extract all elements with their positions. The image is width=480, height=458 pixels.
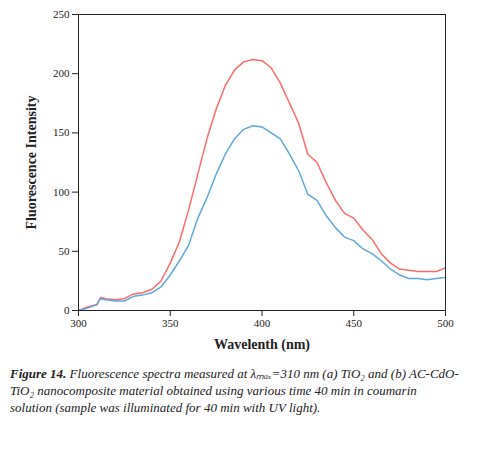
svg-text:50: 50 [59, 245, 71, 257]
svg-text:300: 300 [70, 317, 87, 329]
svg-text:250: 250 [53, 8, 70, 20]
svg-text:350: 350 [162, 317, 179, 329]
svg-text:500: 500 [437, 317, 454, 329]
svg-text:150: 150 [53, 126, 70, 138]
html-text:Figure 14. Fluorescence spectr: Figure 14. Fluorescence spectra measured… [10, 366, 459, 415]
svg-text:Wavelenth (nm): Wavelenth (nm) [214, 337, 310, 353]
svg-text:0: 0 [64, 304, 70, 316]
svg-text:200: 200 [53, 67, 70, 79]
svg-text:100: 100 [53, 186, 70, 198]
svg-text:Fluorescence Intensity: Fluorescence Intensity [24, 96, 39, 230]
svg-text:400: 400 [254, 317, 271, 329]
svg-text:450: 450 [346, 317, 363, 329]
